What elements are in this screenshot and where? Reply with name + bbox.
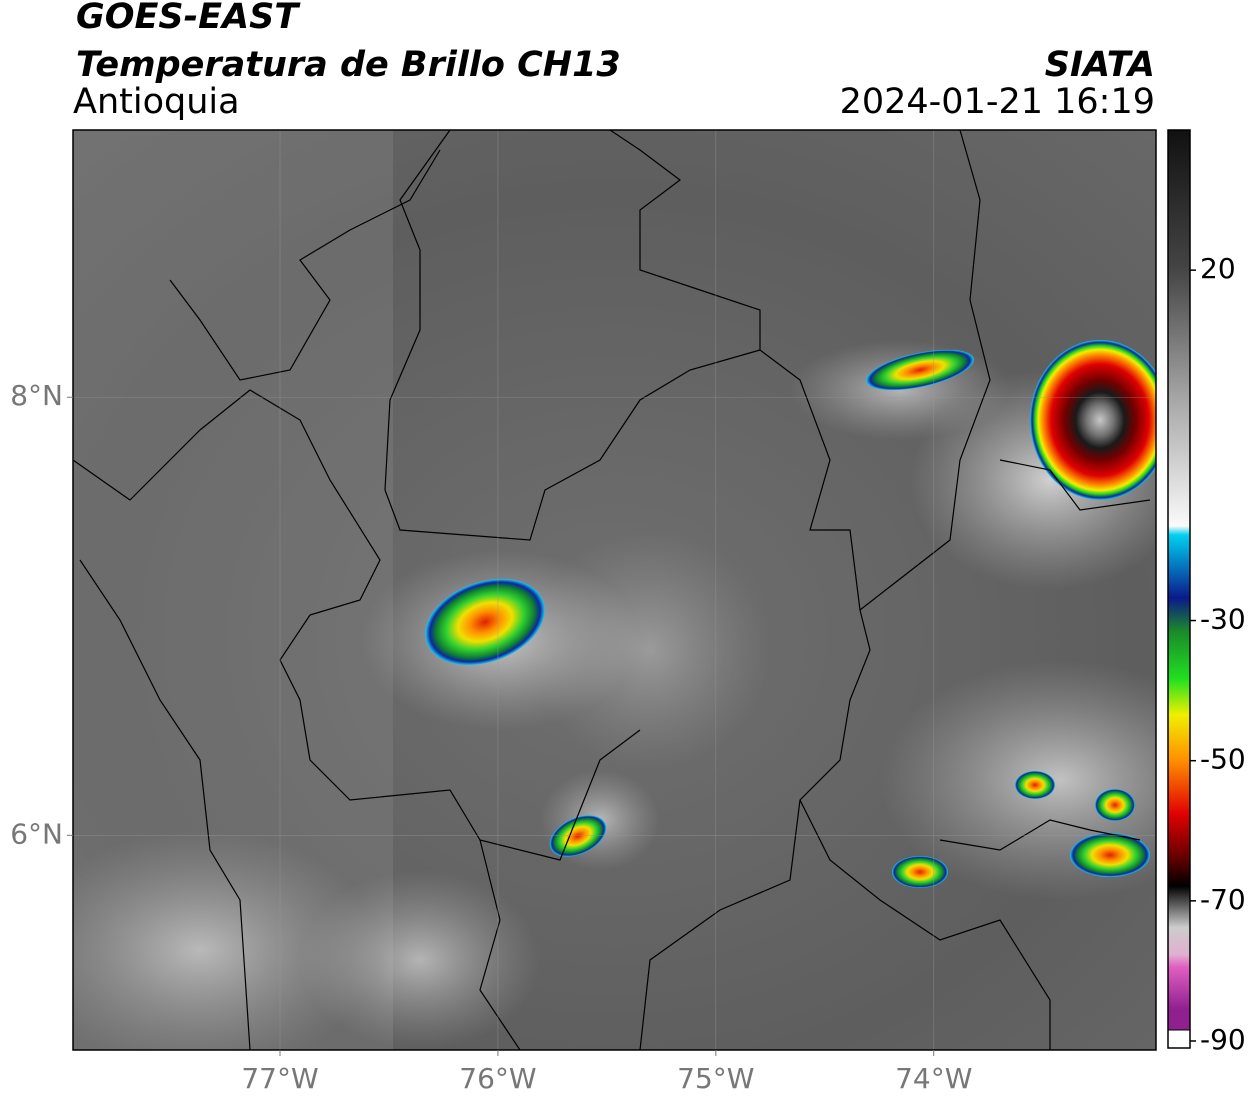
colorbar-tick-label: -90 bbox=[1200, 1023, 1246, 1056]
x-tick-label: 76°W bbox=[459, 1062, 536, 1095]
x-tick-label: 75°W bbox=[677, 1062, 754, 1095]
colorbar-tick-label: -70 bbox=[1200, 883, 1246, 916]
colorbar-under bbox=[1167, 1029, 1191, 1049]
title: GOES-EAST bbox=[76, 0, 301, 37]
x-tick-label: 77°W bbox=[241, 1062, 318, 1095]
y-tick-label: 8°N bbox=[10, 379, 63, 412]
y-tick-label: 6°N bbox=[10, 817, 63, 850]
plot-frame bbox=[72, 129, 1157, 1051]
colorbar-frame bbox=[1167, 129, 1191, 1049]
colorbar-tick-label: -50 bbox=[1200, 743, 1246, 776]
source: SIATA bbox=[1045, 45, 1155, 85]
x-tick-label: 74°W bbox=[895, 1062, 972, 1095]
subtitle: Temperatura de Brillo CH13 bbox=[76, 45, 621, 85]
satellite-image bbox=[73, 130, 1156, 1050]
region: Antioquia bbox=[73, 82, 240, 122]
colorbar-tick-label: -30 bbox=[1200, 603, 1246, 636]
timestamp: 2024-01-21 16:19 bbox=[840, 82, 1155, 122]
colorbar bbox=[1168, 130, 1190, 1030]
colorbar-tick-label: 20 bbox=[1200, 252, 1236, 285]
